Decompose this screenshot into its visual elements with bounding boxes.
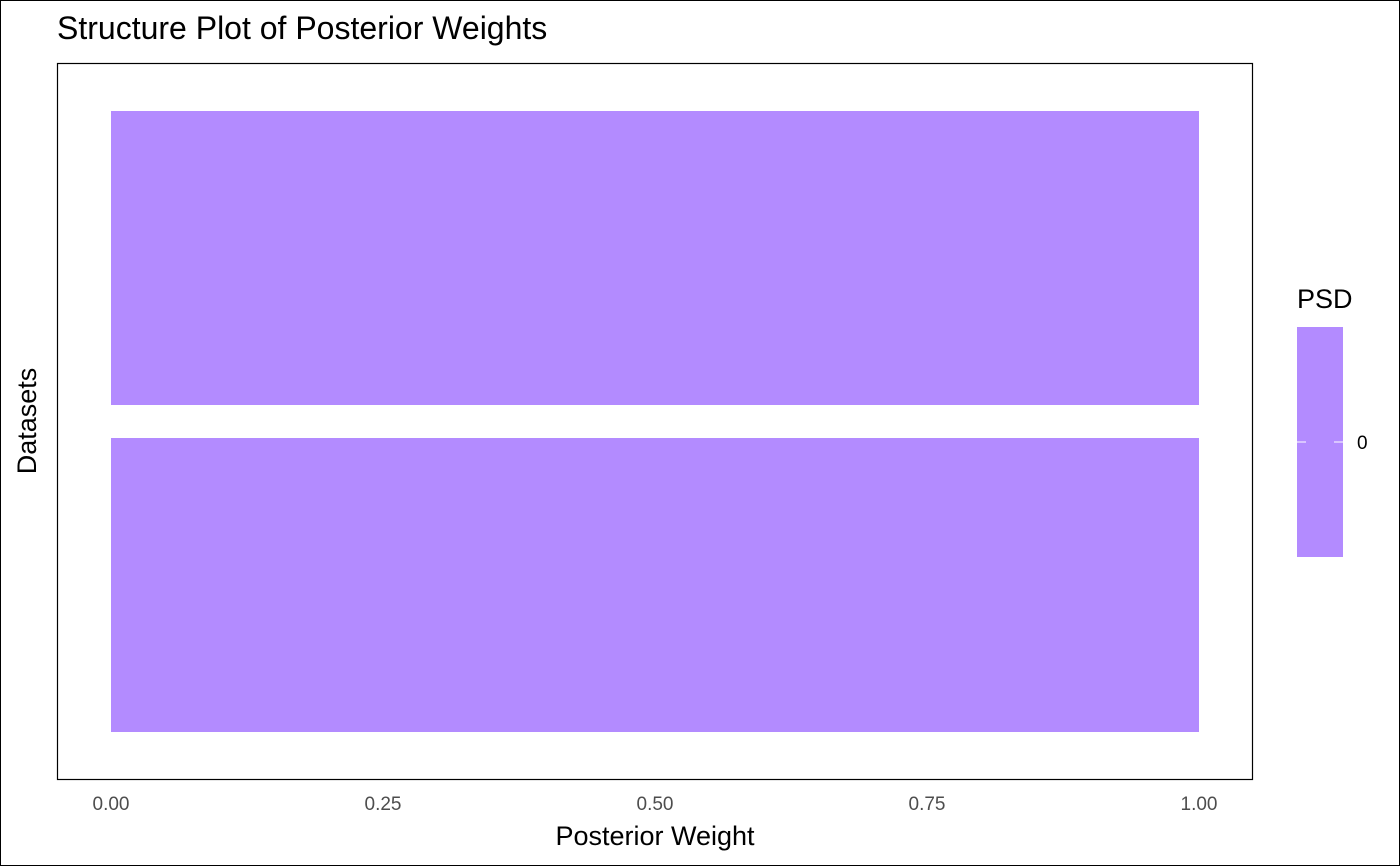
legend-label: 0 xyxy=(1357,433,1368,454)
bars-group xyxy=(111,111,1199,732)
x-tick-label: 0.50 xyxy=(637,794,674,815)
x-axis-ticks: 0.00 0.25 0.50 0.75 1.00 xyxy=(93,794,1218,815)
x-tick-label: 1.00 xyxy=(1181,794,1218,815)
x-tick-label: 0.00 xyxy=(93,794,130,815)
legend: 0 xyxy=(1297,327,1368,557)
x-axis-title: Posterior Weight xyxy=(555,821,755,851)
y-axis-title: Datasets xyxy=(12,368,42,475)
legend-title: PSD xyxy=(1297,284,1353,314)
x-tick-label: 0.75 xyxy=(909,794,946,815)
bar-dataset-2-series-1 xyxy=(111,111,1199,405)
x-tick-label: 0.25 xyxy=(365,794,402,815)
chart-title: Structure Plot of Posterior Weights xyxy=(57,10,547,46)
bar-dataset-1-series-1 xyxy=(111,438,1199,732)
